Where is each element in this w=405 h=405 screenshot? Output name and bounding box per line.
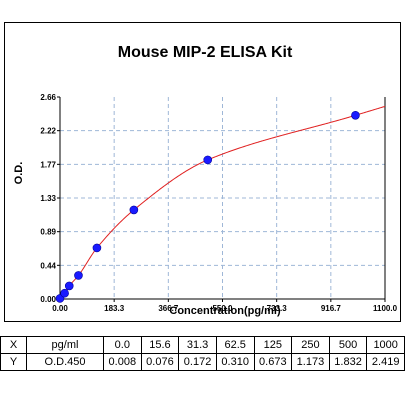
table-cell: 500 — [328, 336, 368, 354]
table-cell: 250 — [291, 336, 330, 354]
x-tick-label: 733.3 — [267, 304, 288, 313]
data-point — [203, 155, 213, 165]
row-label-cell: pg/ml — [26, 336, 104, 354]
y-tick-label: 1.77 — [40, 160, 56, 169]
x-tick-label: 916.7 — [321, 304, 342, 313]
table-cell: 125 — [253, 336, 293, 354]
data-point — [92, 243, 102, 253]
table-cell: 0.076 — [140, 353, 180, 371]
table-cell: 0.673 — [253, 353, 293, 371]
table-cell: 62.5 — [215, 336, 255, 354]
y-tick-label: 0.44 — [40, 261, 56, 270]
data-point — [64, 281, 74, 291]
data-point — [74, 271, 83, 280]
fit-curve-layer — [59, 105, 386, 299]
y-tick-label: 0.00 — [40, 295, 56, 304]
table-cell: 0.310 — [215, 353, 255, 371]
y-tick-label: 2.66 — [40, 93, 56, 102]
table-cell: 15.6 — [140, 336, 180, 354]
y-tick-label: 2.22 — [40, 127, 56, 136]
standard-curve-chart: Mouse MIP-2 ELISA Kit 0.00 183.3 366.7 550.… — [13, 44, 398, 317]
table-cell: 2.419 — [366, 353, 405, 371]
table-row: Y O.D.450 0.008 0.076 0.172 0.310 0.673 1.173 1.… — [0, 353, 405, 371]
tick-labels: 0.00 183.3 366.7 550.0 733.3 916.7 1100.0 0.00 0… — [40, 93, 397, 313]
table-cell: 1000 — [366, 336, 405, 354]
data-point — [129, 205, 139, 215]
x-tick-label: 1100.0 — [373, 304, 398, 313]
table-cell: 1.173 — [291, 353, 330, 371]
data-points — [55, 111, 360, 303]
x-tick-label: 550.0 — [212, 304, 233, 313]
x-axis-label: Concentration(pg/ml) — [169, 305, 281, 317]
data-point — [60, 288, 69, 298]
row-label-cell: O.D.450 — [26, 353, 104, 371]
fit-curve — [59, 105, 386, 299]
row-key-cell: X — [0, 336, 27, 354]
x-tick-label: 0.00 — [52, 304, 68, 313]
grid-lines — [60, 97, 385, 299]
x-tick-label: 366.7 — [158, 304, 179, 313]
chart-title: Mouse MIP-2 ELISA Kit — [118, 44, 293, 61]
table-cell: 0.008 — [103, 353, 142, 371]
chart-panel: Mouse MIP-2 ELISA Kit 0.00 183.3 366.7 550.… — [4, 22, 401, 322]
table-cell: 1.832 — [328, 353, 368, 371]
y-tick-label: 0.89 — [40, 228, 56, 237]
table-cell: 0.172 — [178, 353, 217, 371]
data-point — [351, 111, 360, 120]
y-tick-label: 1.33 — [40, 194, 56, 203]
y-axis-label: O.D. — [13, 162, 25, 185]
table-cell: 0.0 — [103, 336, 142, 354]
row-key-cell: Y — [0, 353, 27, 371]
table-cell: 31.3 — [178, 336, 217, 354]
x-tick-label: 183.3 — [104, 304, 125, 313]
